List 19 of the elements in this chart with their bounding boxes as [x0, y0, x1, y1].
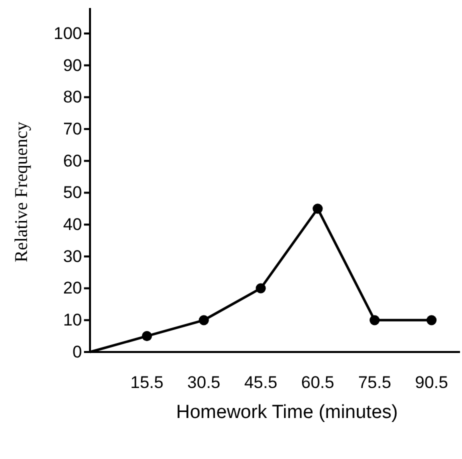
y-axis-title: Relative Frequency: [11, 122, 31, 262]
y-tick-label: 80: [63, 88, 82, 107]
y-tick-label: 100: [54, 24, 82, 43]
y-tick-label: 50: [63, 183, 82, 202]
y-tick-label: 10: [63, 310, 82, 330]
y-tick-label: 20: [63, 278, 82, 298]
y-tick-label: 90: [63, 56, 82, 75]
x-tick-label: 60.5: [301, 373, 334, 392]
x-tick-label: 75.5: [358, 373, 392, 392]
y-tick-label: 40: [63, 215, 82, 234]
y-tick-label: 60: [63, 151, 82, 170]
y-tick-label: 0: [72, 342, 82, 362]
x-tick-label: 15.5: [130, 373, 164, 392]
x-axis-title: Homework Time (minutes): [176, 402, 398, 423]
x-tick-label: 45.5: [244, 373, 278, 392]
y-tick-label: 70: [63, 119, 82, 138]
x-tick-label: 30.5: [187, 373, 220, 392]
y-tick-label: 30: [63, 246, 82, 266]
x-tick-label: 90.5: [414, 373, 448, 392]
